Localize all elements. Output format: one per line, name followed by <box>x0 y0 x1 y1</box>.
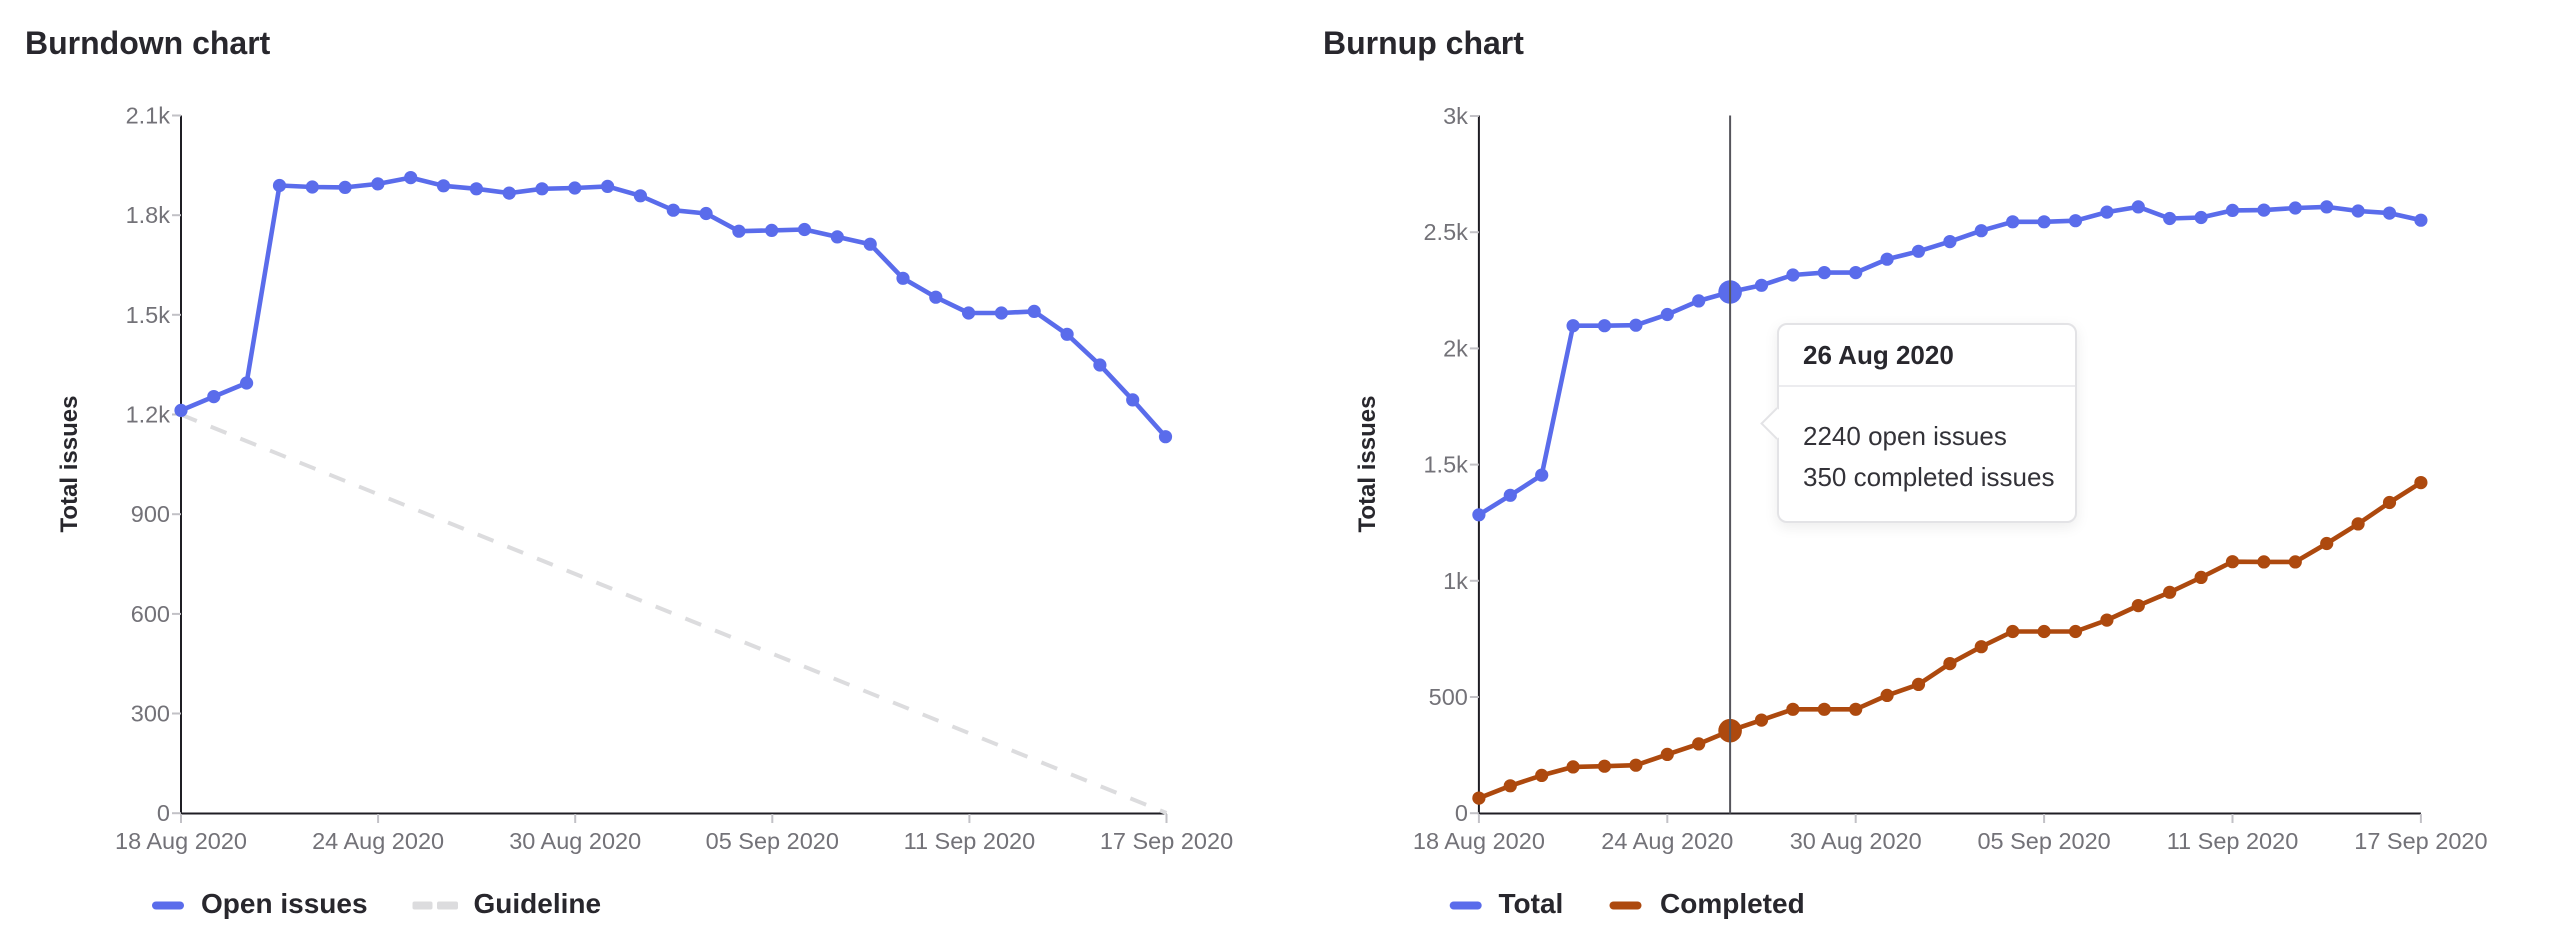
svg-text:2k: 2k <box>1443 335 1468 361</box>
svg-text:Completed: Completed <box>1660 888 1805 919</box>
svg-text:05 Sep 2020: 05 Sep 2020 <box>706 828 839 854</box>
svg-text:2.1k: 2.1k <box>126 103 171 129</box>
svg-text:24 Aug 2020: 24 Aug 2020 <box>312 828 444 854</box>
svg-text:30 Aug 2020: 30 Aug 2020 <box>1790 828 1922 854</box>
svg-text:1.5k: 1.5k <box>1423 452 1468 478</box>
svg-text:05 Sep 2020: 05 Sep 2020 <box>1977 828 2110 854</box>
svg-text:Total issues: Total issues <box>56 396 83 533</box>
svg-text:Burnup chart: Burnup chart <box>1323 25 1524 61</box>
svg-text:900: 900 <box>131 501 170 527</box>
svg-text:1.5k: 1.5k <box>126 302 171 328</box>
svg-text:18 Aug 2020: 18 Aug 2020 <box>115 828 247 854</box>
svg-text:1.2k: 1.2k <box>126 402 171 428</box>
svg-text:1k: 1k <box>1443 568 1468 594</box>
svg-text:24 Aug 2020: 24 Aug 2020 <box>1601 828 1733 854</box>
svg-text:17 Sep 2020: 17 Sep 2020 <box>2354 828 2487 854</box>
svg-text:500: 500 <box>1429 684 1468 710</box>
svg-text:3k: 3k <box>1443 103 1468 129</box>
svg-text:1.8k: 1.8k <box>126 202 171 228</box>
svg-text:17 Sep 2020: 17 Sep 2020 <box>1100 828 1233 854</box>
svg-text:11 Sep 2020: 11 Sep 2020 <box>2167 828 2299 854</box>
svg-text:18 Aug 2020: 18 Aug 2020 <box>1413 828 1545 854</box>
svg-text:Total issues: Total issues <box>1354 396 1381 533</box>
svg-text:Guideline: Guideline <box>474 888 602 919</box>
svg-text:600: 600 <box>131 601 170 627</box>
svg-text:0: 0 <box>1455 800 1468 826</box>
svg-text:300: 300 <box>131 701 170 727</box>
svg-text:Burndown chart: Burndown chart <box>25 25 271 61</box>
svg-text:Total: Total <box>1499 888 1564 919</box>
svg-text:11 Sep 2020: 11 Sep 2020 <box>904 828 1036 854</box>
svg-text:30 Aug 2020: 30 Aug 2020 <box>509 828 641 854</box>
svg-text:2.5k: 2.5k <box>1423 219 1468 245</box>
svg-text:0: 0 <box>157 800 170 826</box>
svg-text:Open issues: Open issues <box>201 888 368 919</box>
